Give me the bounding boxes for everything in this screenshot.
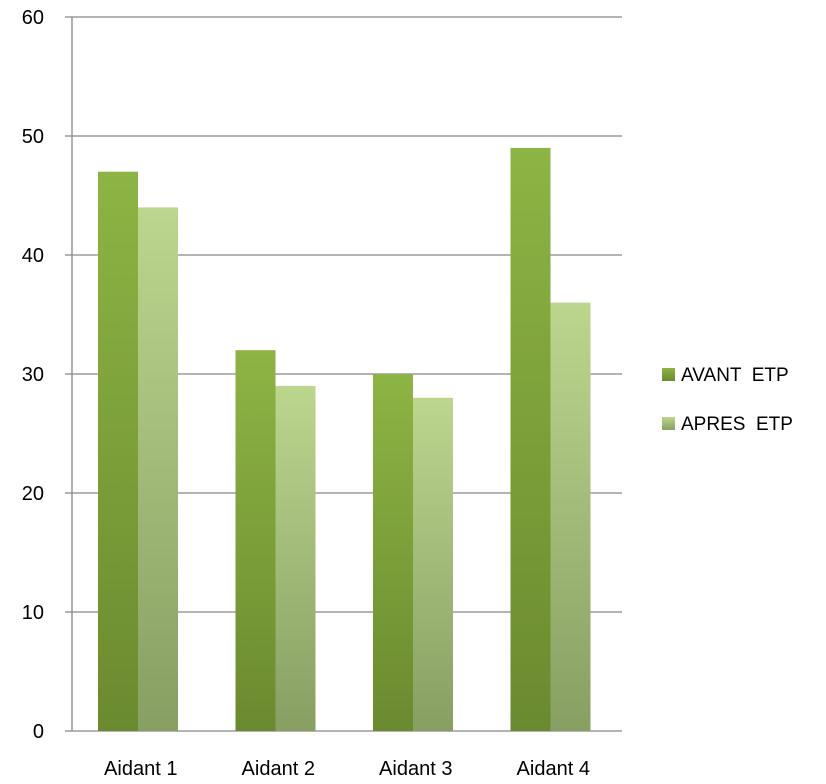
y-tick-label: 0 [33, 721, 44, 743]
x-tick-label: Aidant 3 [379, 758, 452, 780]
y-tick-label: 10 [22, 602, 44, 624]
y-tick-label: 20 [22, 483, 44, 505]
bars [98, 147, 591, 731]
y-tick-label: 30 [22, 364, 44, 386]
x-tick-label: Aidant 4 [517, 758, 590, 780]
bar-avant-1 [98, 171, 138, 731]
bar-apres-3 [413, 397, 453, 731]
bar-avant-2 [235, 350, 276, 731]
y-tick-label: 40 [22, 245, 44, 267]
y-tick-labels: 0 10 20 30 40 50 60 [22, 7, 44, 743]
x-tick-labels: Aidant 1 Aidant 2 Aidant 3 Aidant 4 [104, 758, 590, 780]
x-tick-label: Aidant 2 [242, 758, 315, 780]
bar-avant-4 [510, 147, 551, 731]
y-tick-label: 60 [22, 7, 44, 29]
y-tick-label: 50 [22, 126, 44, 148]
bar-apres-1 [138, 207, 178, 731]
legend-swatch [662, 368, 675, 381]
legend-label: AVANT ETP [681, 365, 789, 386]
bar-apres-2 [275, 385, 316, 731]
legend-swatch [662, 417, 675, 430]
x-tick-label: Aidant 1 [104, 758, 177, 780]
bar-avant-3 [373, 374, 413, 731]
legend-label: APRES ETP [681, 414, 793, 435]
bar-apres-4 [550, 302, 591, 731]
legend: AVANT ETP APRES ETP [662, 365, 793, 435]
